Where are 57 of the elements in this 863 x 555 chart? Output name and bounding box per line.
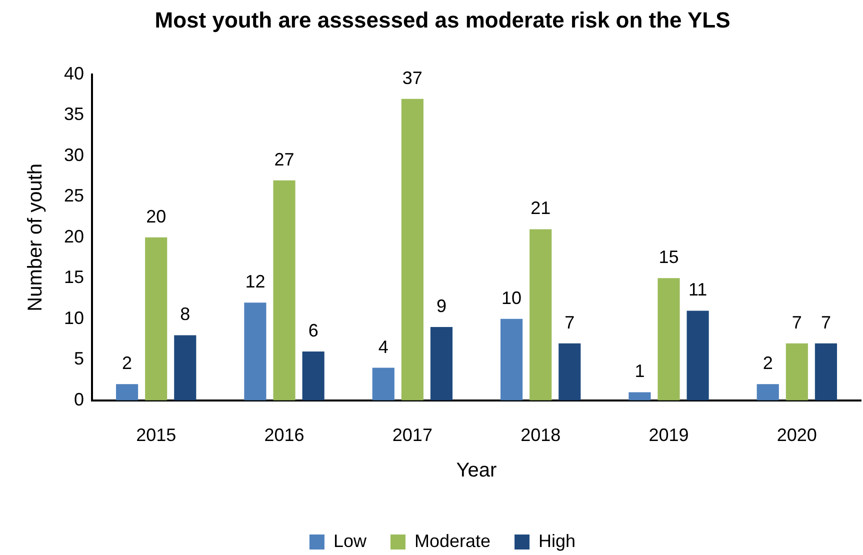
bar	[430, 327, 453, 400]
y-tick-label: 15	[64, 267, 84, 288]
x-tick-label: 2018	[520, 425, 561, 446]
legend-label: Moderate	[414, 530, 491, 551]
bar	[628, 392, 651, 400]
x-tick-label: 2016	[264, 425, 304, 446]
bar	[273, 180, 296, 400]
bar	[500, 318, 523, 400]
data-label: 4	[378, 336, 388, 357]
bar	[145, 237, 168, 400]
data-label: 6	[308, 320, 318, 340]
data-label: 2	[122, 353, 132, 374]
x-tick-label: 2017	[392, 425, 432, 446]
bar	[302, 352, 324, 400]
data-label: 1	[634, 361, 645, 382]
bar	[686, 310, 709, 400]
data-label: 37	[402, 68, 422, 88]
bar	[658, 278, 680, 400]
legend-label: High	[538, 530, 576, 551]
data-label: 8	[180, 304, 190, 324]
data-label: 20	[146, 206, 166, 226]
data-label: 10	[502, 288, 522, 308]
data-label: 9	[436, 296, 446, 316]
y-tick-label: 40	[64, 63, 84, 84]
data-label: 11	[688, 280, 708, 300]
y-tick-label: 5	[74, 348, 84, 369]
bar	[530, 229, 552, 400]
y-tick-label: 35	[64, 104, 84, 124]
y-tick-label: 0	[74, 389, 84, 410]
bar	[116, 384, 138, 400]
data-label: 7	[792, 312, 802, 332]
bar	[814, 343, 838, 400]
y-tick-label: 25	[64, 186, 84, 206]
data-label: 2	[762, 353, 773, 374]
bar	[401, 98, 424, 400]
y-tick-label: 10	[64, 308, 84, 328]
data-label: 7	[820, 312, 831, 332]
data-label: 27	[274, 149, 294, 170]
x-tick-label: 2020	[776, 425, 817, 446]
bar	[244, 302, 266, 400]
bar	[174, 335, 196, 400]
legend-label: Low	[333, 530, 368, 551]
data-label: 15	[658, 247, 679, 268]
data-label: 7	[564, 312, 575, 332]
x-tick-label: 2019	[648, 425, 689, 446]
y-tick-label: 20	[64, 226, 84, 246]
x-tick-label: 2015	[136, 425, 176, 446]
bar	[786, 343, 808, 400]
x-axis-title: Year	[456, 460, 498, 482]
y-tick-label: 30	[64, 144, 84, 165]
chart-title: Most youth are asssessed as moderate risk on the YLS	[154, 7, 730, 32]
y-axis-title: Number of youth	[24, 163, 47, 312]
bar	[372, 368, 394, 400]
bar	[756, 384, 779, 400]
data-label: 12	[245, 272, 266, 292]
bar	[558, 343, 581, 400]
data-label: 21	[530, 198, 551, 218]
